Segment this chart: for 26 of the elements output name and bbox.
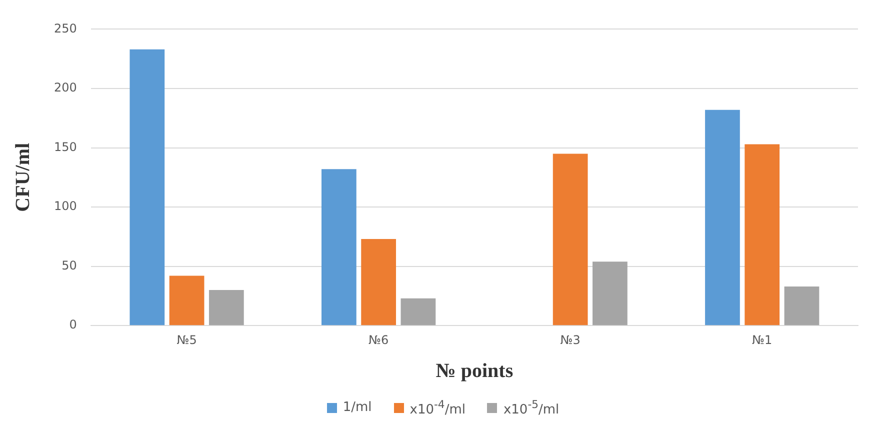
x-tick-label: №5 (176, 332, 197, 347)
bar (169, 276, 204, 326)
bar (592, 262, 628, 326)
y-tick-label: 100 (54, 199, 77, 214)
y-tick-label: 250 (54, 21, 77, 36)
legend-label: x10$^{-4}$/ml (410, 398, 466, 418)
x-tick-label: №3 (560, 332, 580, 347)
bar (400, 298, 436, 326)
bar (552, 154, 588, 326)
y-tick-label: 150 (54, 140, 77, 154)
y-tick-label: 0 (69, 318, 77, 332)
y-tick-label: 50 (62, 258, 77, 272)
y-axis-title: CFU/ml (12, 142, 34, 212)
legend-label: 1/ml (342, 400, 372, 416)
y-tick-label: 200 (54, 80, 77, 95)
bar (321, 169, 356, 326)
x-tick-label: №6 (368, 332, 389, 347)
x-tick-label: №1 (752, 332, 772, 347)
x-axis-title: № points (436, 360, 514, 382)
bar (361, 239, 396, 326)
bar (705, 110, 740, 326)
bar (784, 286, 820, 326)
legend-label: x10$^{-5}$/ml (503, 398, 560, 418)
bar (208, 290, 244, 326)
bar (744, 144, 780, 326)
bar (130, 49, 165, 326)
